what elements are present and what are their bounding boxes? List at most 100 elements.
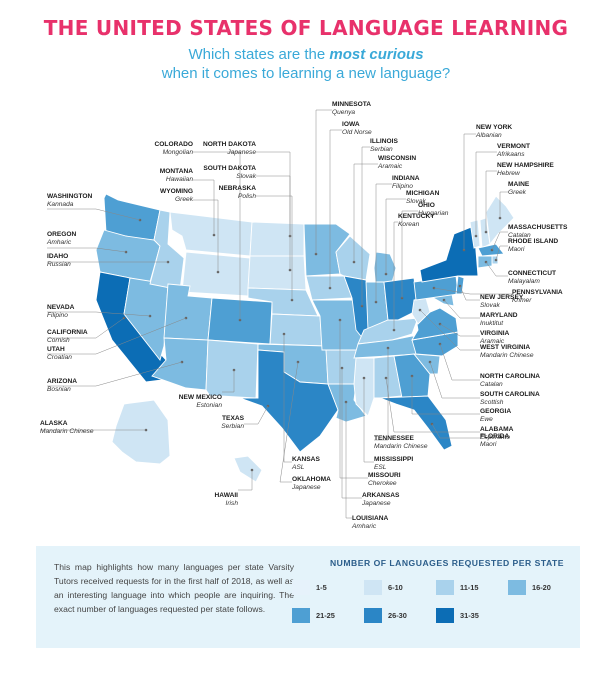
leader-line-ga [411, 376, 480, 415]
state-name-me: MAINE [508, 181, 530, 188]
state-name-fl: FLORIDA [480, 433, 510, 440]
state-language-pa: Khmer [512, 297, 532, 304]
state-language-wi: Aramaic [377, 163, 403, 170]
state-name-md: MARYLAND [480, 312, 518, 319]
state-language-ga: Ewe [480, 416, 493, 423]
state-name-vt: VERMONT [497, 143, 530, 150]
state-language-il: Serbian [370, 146, 393, 153]
state-name-nh: NEW HAMPSHIRE [497, 162, 554, 169]
leader-line-ut [47, 317, 187, 355]
state-language-or: Amharic [46, 239, 72, 246]
state-language-ca: Cornish [47, 337, 70, 344]
state-ks [269, 313, 323, 347]
state-name-mo: MISSOURI [368, 472, 401, 479]
subtitle-prefix: Which states are the [188, 46, 330, 63]
state-nd [249, 221, 305, 257]
state-name-wv: WEST VIRGINIA [480, 344, 530, 351]
leader-line-ia [329, 129, 342, 288]
state-name-ct: CONNECTICUT [508, 270, 556, 277]
state-name-pa: PENNSYLVANIA [512, 289, 563, 296]
leader-line-ca [47, 317, 125, 339]
leader-line-sc [429, 361, 480, 399]
state-name-ar: ARKANSAS [362, 492, 400, 499]
subtitle-emphasis: most curious [329, 46, 424, 63]
leader-line-ne [256, 195, 293, 300]
state-language-oh: Hungarian [418, 210, 449, 217]
leader-line-ar [341, 368, 362, 499]
state-language-nv: Filipino [47, 312, 68, 319]
state-hi [233, 455, 263, 483]
state-language-nh: Hebrew [497, 170, 521, 177]
leader-line-ny [463, 133, 476, 250]
us-map: WASHINGTONKannadaOREGONAmharicCALIFORNIA… [40, 101, 568, 530]
legend-swatch [436, 608, 454, 623]
state-nm [205, 339, 259, 399]
state-name-az: ARIZONA [47, 378, 77, 385]
state-language-ma: Catalan [508, 232, 531, 239]
leader-line-ri [495, 245, 508, 261]
leader-line-nv [47, 311, 151, 317]
state-language-ri: Maori [508, 246, 525, 253]
state-name-nv: NEVADA [47, 304, 75, 311]
state-name-nm: NEW MEXICO [179, 394, 222, 401]
state-language-ut: Croatian [47, 354, 72, 361]
state-name-sc: SOUTH CAROLINA [480, 391, 540, 398]
leader-line-hi [238, 470, 253, 491]
state-name-ms: MISSISSIPPI [374, 456, 413, 463]
state-language-ny: Albanian [475, 132, 502, 139]
state-name-ny: NEW YORK [476, 124, 512, 131]
map-title: THE UNITED STATES OF LANGUAGE LEARNING [43, 16, 569, 40]
leader-line-tx [244, 405, 269, 425]
legend-label: 16-20 [532, 583, 551, 592]
state-language-tn: Mandarin Chinese [374, 443, 428, 450]
state-name-ak: ALASKA [40, 420, 68, 427]
state-name-ma: MASSACHUSETTS [508, 224, 568, 231]
legend-label: 31-35 [460, 611, 479, 620]
state-language-mn: Quenya [332, 109, 355, 116]
legend-swatch [292, 580, 310, 595]
leader-line-va [439, 323, 480, 337]
state-name-nc: NORTH CAROLINA [480, 373, 540, 380]
leader-line-ms [363, 378, 374, 463]
state-name-co: COLORADO [155, 141, 193, 148]
leader-line-in [375, 183, 392, 302]
description-text: This map highlights how many languages p… [54, 562, 294, 614]
state-language-in: Filipino [392, 183, 413, 190]
state-language-wy: Greek [175, 196, 194, 203]
leader-line-wi [353, 163, 378, 262]
state-name-id: IDAHO [47, 253, 68, 260]
leader-line-fl [431, 423, 480, 439]
state-name-hi: HAWAII [215, 492, 239, 499]
state-name-nd: NORTH DAKOTA [203, 141, 256, 148]
leader-line-sd [256, 175, 291, 270]
state-language-mo: Cherokee [368, 480, 397, 487]
state-language-me: Greek [508, 189, 527, 196]
state-name-ok: OKLAHOMA [292, 476, 331, 483]
state-language-la: Amharic [351, 523, 377, 530]
legend-label: 26-30 [388, 611, 407, 620]
state-language-ak: Mandarin Chinese [40, 428, 94, 435]
state-name-mn: MINNESOTA [332, 101, 371, 108]
state-name-ky: KENTUCKY [398, 213, 435, 220]
state-language-mt: Hawaiian [166, 176, 193, 183]
legend-swatch [364, 608, 382, 623]
leader-line-nh [485, 170, 497, 232]
state-language-al: Esperanto [480, 434, 510, 441]
state-language-az: Bosnian [47, 386, 71, 393]
leader-line-nm [222, 370, 235, 393]
state-name-wi: WISCONSIN [378, 155, 416, 162]
state-language-ok: Japanese [291, 484, 321, 491]
state-language-nd: Japanese [226, 149, 256, 156]
leader-line-az [47, 361, 183, 387]
state-name-ia: IOWA [342, 121, 360, 128]
state-sd [247, 255, 307, 291]
state-language-wv: Mandarin Chinese [480, 352, 534, 359]
leader-line-nc [439, 343, 480, 381]
leader-line-mt [193, 179, 215, 235]
state-name-ne: NEBRASKA [219, 185, 257, 192]
state-me [485, 195, 515, 246]
state-language-ks: ASL [291, 464, 305, 471]
legend-swatch [508, 580, 526, 595]
leader-line-me [499, 191, 508, 218]
info-panel: This map highlights how many languages p… [36, 546, 580, 648]
